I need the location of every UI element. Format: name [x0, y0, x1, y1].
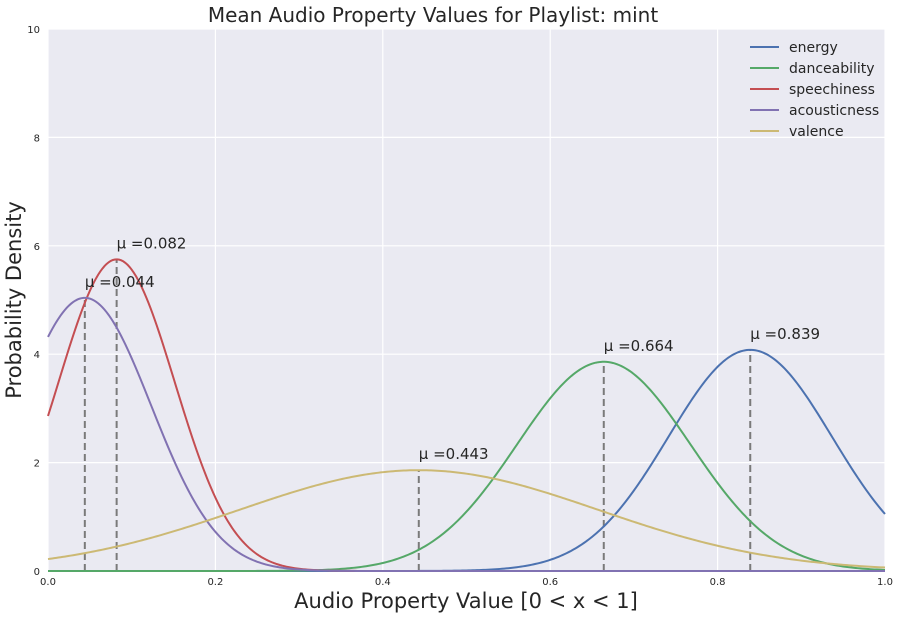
- legend-label-danceability: danceability: [789, 61, 875, 77]
- legend-label-speechiness: speechiness: [789, 82, 875, 98]
- mean-label-energy: μ =0.839: [750, 325, 820, 343]
- x-tick-label: 0.0: [40, 577, 56, 588]
- y-tick-label: 0: [34, 567, 40, 578]
- series-line-acousticness: [47, 296, 885, 572]
- legend: energy danceability speechiness acousticnes…: [750, 40, 879, 140]
- mean-labels: μ =0.839 μ =0.664 μ =0.082 μ =0.044 μ =0.443: [85, 234, 820, 463]
- x-tick-label: 0.6: [542, 577, 558, 588]
- mean-label-speechiness: μ =0.082: [117, 234, 187, 252]
- series-line-danceability: [48, 360, 886, 572]
- density-curves: [47, 258, 886, 572]
- series-line-valence: [47, 469, 886, 569]
- x-tick-label: 0.4: [375, 577, 391, 588]
- x-tick-label: 0.8: [710, 577, 726, 588]
- x-tick-label: 0.2: [207, 577, 223, 588]
- x-axis-label: Audio Property Value [0 < x < 1]: [294, 589, 638, 613]
- legend-label-energy: energy: [789, 40, 838, 56]
- mean-label-valence: μ =0.443: [419, 445, 489, 463]
- y-axis-label: Probability Density: [2, 201, 26, 399]
- tick-labels: 0.0 0.2 0.4 0.6 0.8 1.0 0 2 4 6 8 10: [27, 25, 893, 588]
- legend-label-valence: valence: [789, 124, 844, 140]
- mean-label-acousticness: μ =0.044: [85, 273, 155, 291]
- y-tick-label: 6: [34, 242, 40, 253]
- x-tick-label: 1.0: [877, 577, 893, 588]
- legend-label-acousticness: acousticness: [789, 103, 879, 119]
- plot-background: [48, 29, 885, 571]
- mean-markers: [83, 259, 752, 571]
- y-tick-label: 8: [34, 133, 40, 144]
- y-tick-label: 2: [34, 459, 40, 470]
- grid-lines: [47, 28, 886, 572]
- chart-title: Mean Audio Property Values for Playlist:…: [208, 3, 658, 27]
- y-tick-label: 10: [27, 25, 40, 36]
- mean-label-danceability: μ =0.664: [604, 337, 674, 355]
- y-tick-label: 4: [34, 350, 40, 361]
